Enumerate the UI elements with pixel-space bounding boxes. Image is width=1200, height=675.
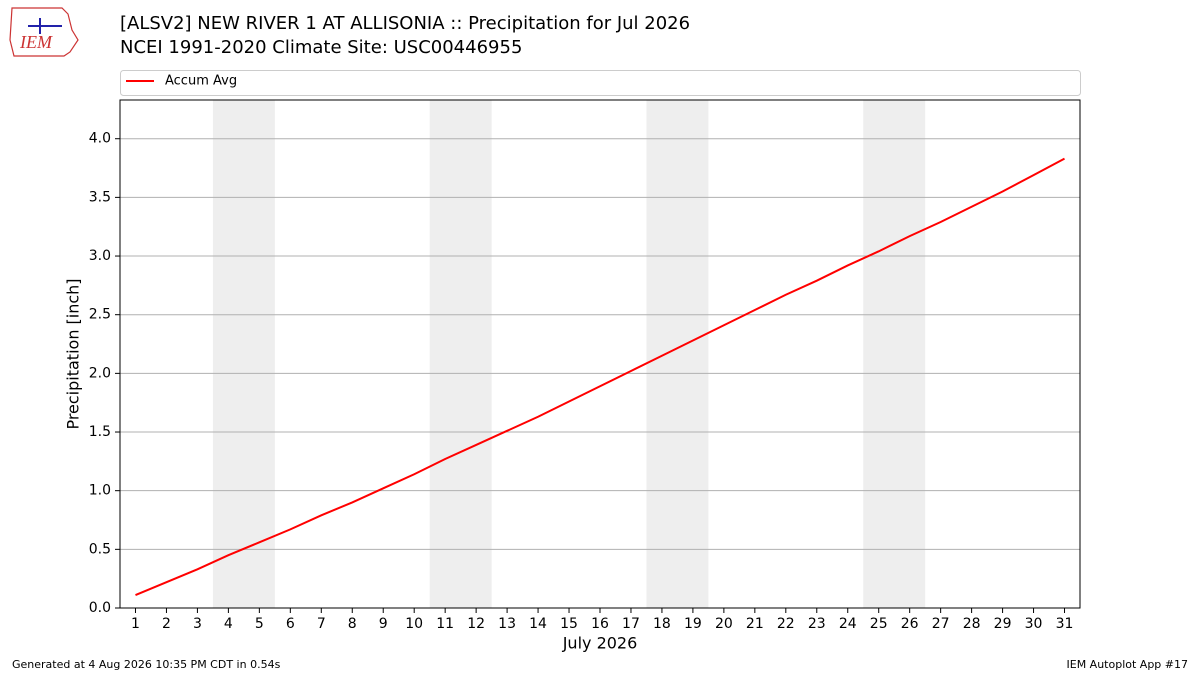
plot-frame bbox=[119, 99, 1081, 609]
x-tick-label: 18 bbox=[653, 616, 671, 632]
footer-left: Generated at 4 Aug 2026 10:35 PM CDT in … bbox=[12, 658, 281, 671]
logo: IEM bbox=[9, 7, 79, 57]
legend-box bbox=[120, 70, 1081, 96]
legend-label: Accum Avg bbox=[165, 74, 237, 89]
x-tick-label: 12 bbox=[467, 616, 485, 632]
y-tick-label: 0.0 bbox=[89, 600, 111, 616]
x-tick-label: 13 bbox=[498, 616, 516, 632]
x-tick-label: 1 bbox=[131, 616, 140, 632]
y-tick-label: 1.0 bbox=[89, 483, 111, 499]
y-tick-label: 0.5 bbox=[89, 541, 111, 557]
x-tick-label: 22 bbox=[777, 616, 795, 632]
weekend-shade bbox=[646, 100, 709, 608]
y-tick-label: 3.0 bbox=[89, 248, 111, 264]
footer-right: IEM Autoplot App #17 bbox=[1067, 658, 1189, 671]
y-tick-label: 2.5 bbox=[89, 307, 111, 323]
weekend-shade bbox=[429, 100, 492, 608]
x-tick-label: 27 bbox=[932, 616, 950, 632]
x-tick-label: 15 bbox=[560, 616, 578, 632]
x-tick-label: 25 bbox=[870, 616, 888, 632]
x-tick-label: 8 bbox=[348, 616, 357, 632]
x-tick-label: 20 bbox=[715, 616, 733, 632]
weekend-shade bbox=[212, 100, 275, 608]
x-tick-label: 10 bbox=[405, 616, 423, 632]
y-tick-label: 4.0 bbox=[89, 131, 111, 147]
x-tick-label: 30 bbox=[1025, 616, 1043, 632]
x-tick-label: 23 bbox=[808, 616, 826, 632]
chart-subtitle: NCEI 1991-2020 Climate Site: USC00446955 bbox=[120, 37, 522, 58]
x-tick-label: 11 bbox=[436, 616, 454, 632]
x-axis-label: July 2026 bbox=[562, 634, 638, 653]
x-tick-label: 29 bbox=[994, 616, 1012, 632]
x-tick-label: 14 bbox=[529, 616, 547, 632]
x-tick-label: 4 bbox=[224, 616, 233, 632]
series-line bbox=[135, 157, 1065, 597]
y-axis-label: Precipitation [inch] bbox=[64, 278, 83, 429]
y-tick-label: 1.5 bbox=[89, 424, 111, 440]
x-tick-label: 21 bbox=[746, 616, 764, 632]
x-tick-label: 19 bbox=[684, 616, 702, 632]
x-tick-label: 9 bbox=[379, 616, 388, 632]
x-tick-label: 2 bbox=[162, 616, 171, 632]
x-tick-label: 7 bbox=[317, 616, 326, 632]
chart-title: [ALSV2] NEW RIVER 1 AT ALLISONIA :: Prec… bbox=[120, 13, 690, 34]
x-tick-label: 16 bbox=[591, 616, 609, 632]
x-tick-label: 6 bbox=[286, 616, 295, 632]
x-tick-label: 5 bbox=[255, 616, 264, 632]
x-tick-label: 31 bbox=[1056, 616, 1074, 632]
x-tick-label: 28 bbox=[963, 616, 981, 632]
x-tick-label: 17 bbox=[622, 616, 640, 632]
y-tick-label: 2.0 bbox=[89, 365, 111, 381]
x-tick-label: 26 bbox=[901, 616, 919, 632]
x-tick-label: 24 bbox=[839, 616, 857, 632]
logo-text: IEM bbox=[19, 32, 53, 52]
weekend-shade bbox=[863, 100, 926, 608]
y-tick-label: 3.5 bbox=[89, 189, 111, 205]
x-tick-label: 3 bbox=[193, 616, 202, 632]
